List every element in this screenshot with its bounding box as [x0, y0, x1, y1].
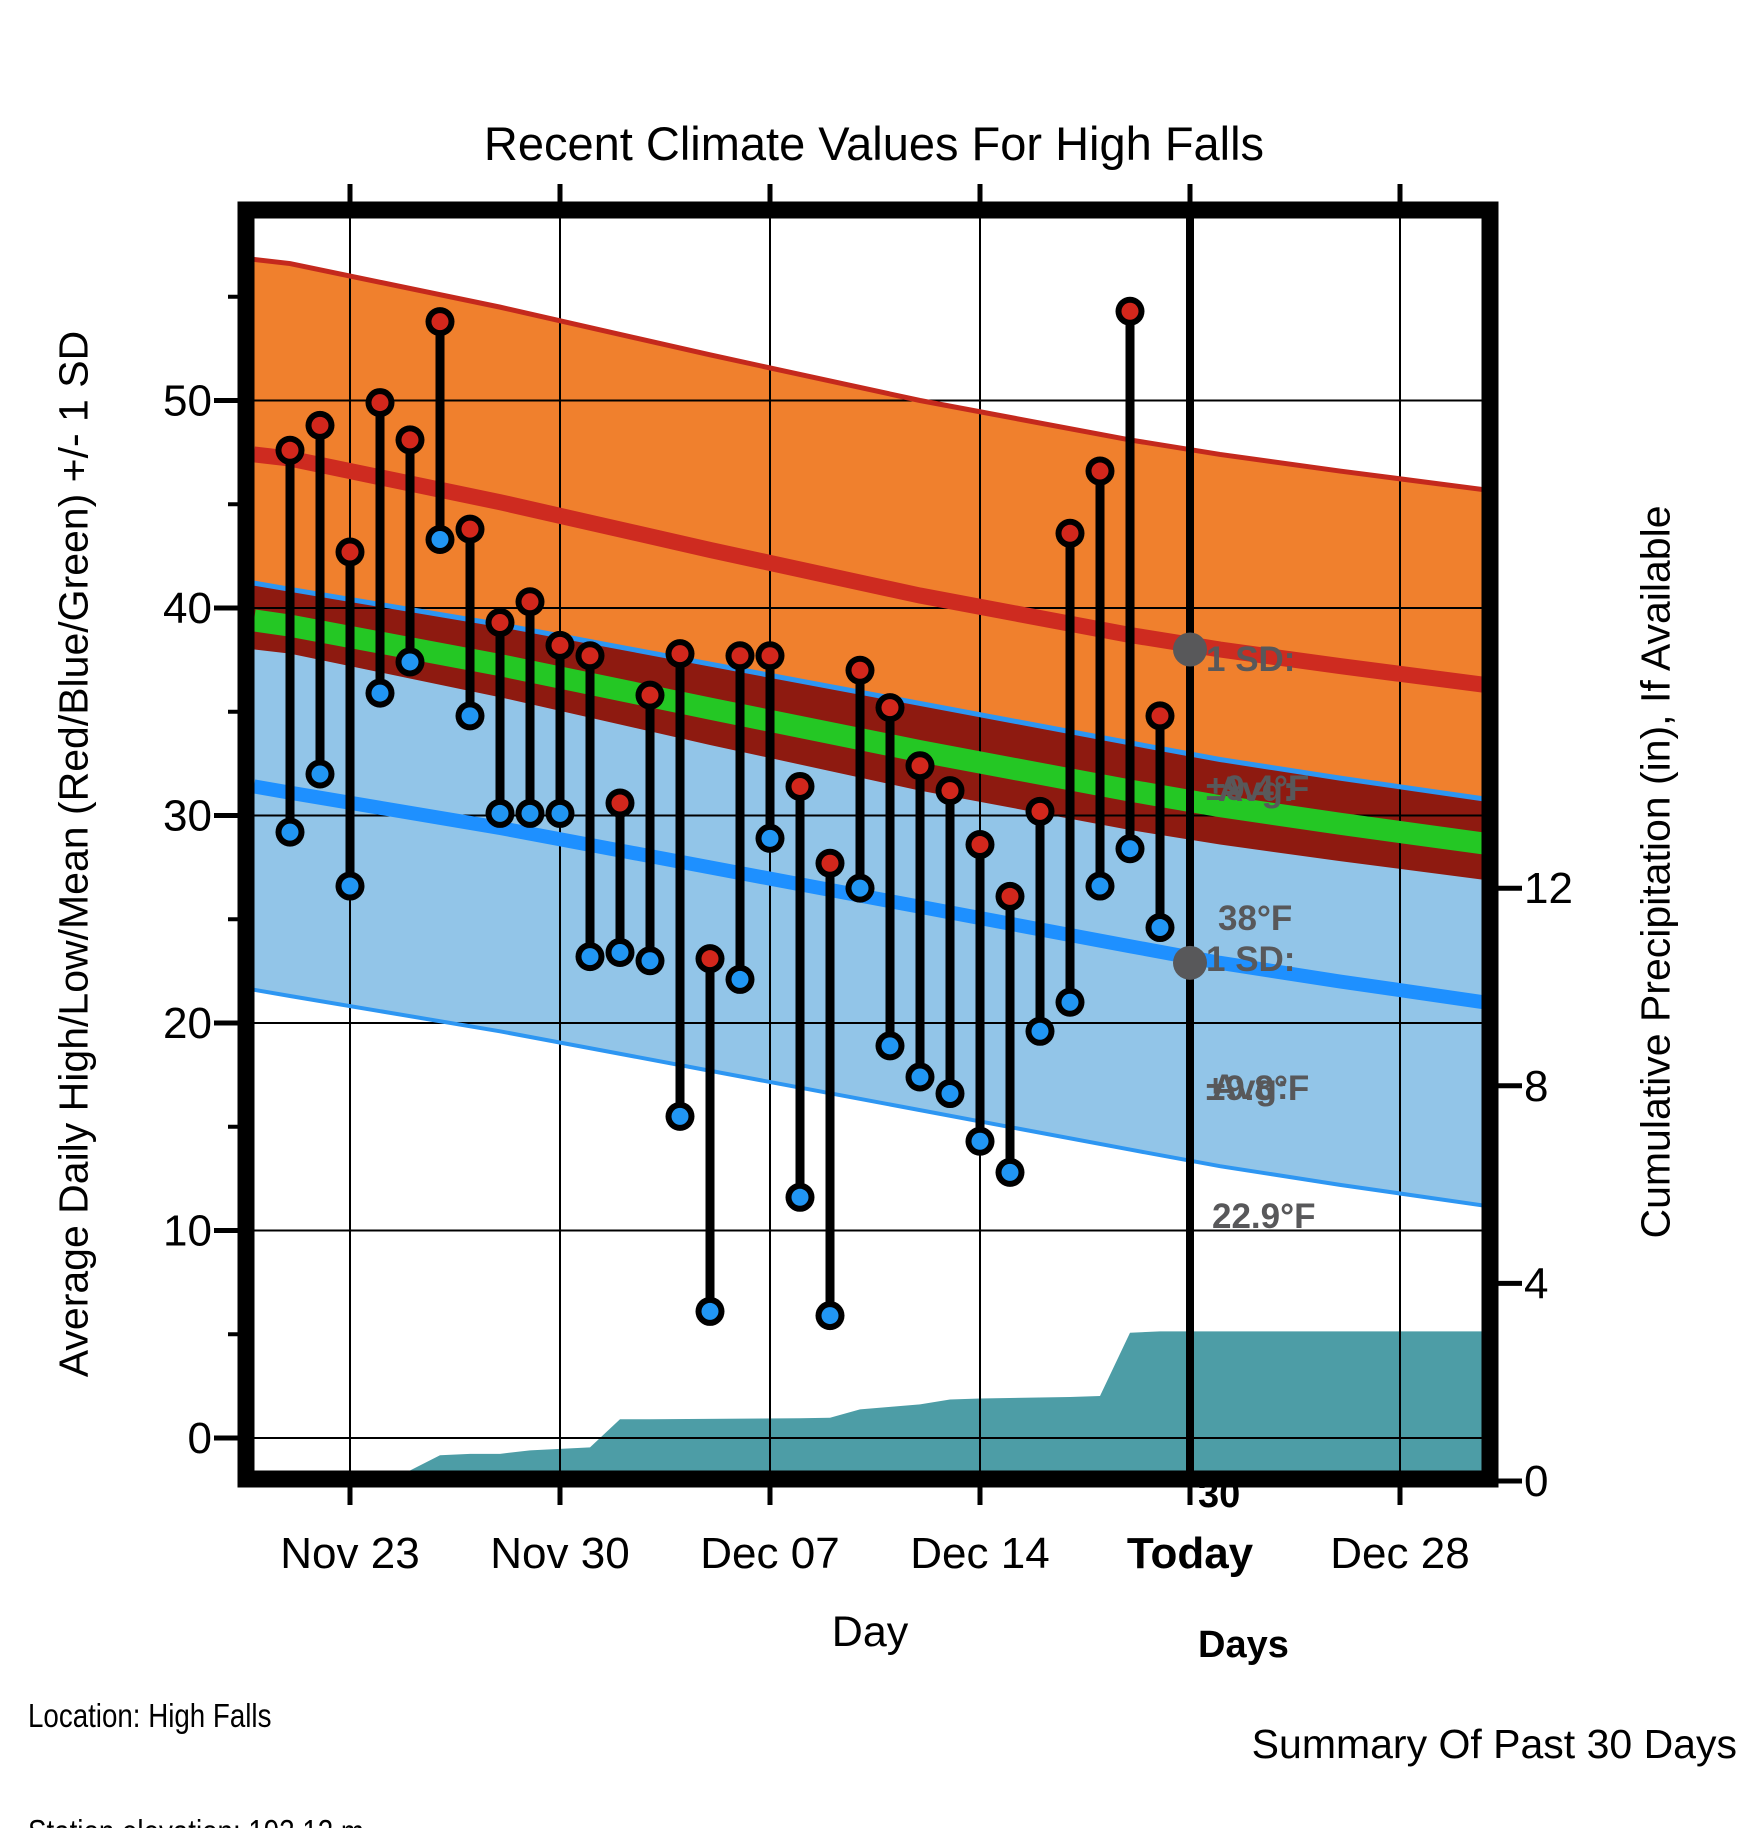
annotation-avg-low-line1: Avg: [1212, 1068, 1289, 1107]
right-axis-label: Cumulative Precipitation (in), If Availa… [1632, 505, 1679, 1239]
svg-text:20: 20 [163, 999, 212, 1048]
annotation-avg-low-line2: 22.9°F [1212, 1197, 1316, 1236]
annotation-30-days-line1: 30 [1198, 1474, 1241, 1516]
svg-text:0: 0 [1524, 1457, 1548, 1506]
annotation-30-days-line2: Days [1198, 1624, 1289, 1666]
annotation-sd-high: 1 SD: ±9.4°F [1206, 552, 1309, 896]
svg-text:Dec 07: Dec 07 [700, 1529, 839, 1578]
svg-text:Dec 28: Dec 28 [1330, 1529, 1469, 1578]
svg-text:10: 10 [163, 1207, 212, 1256]
annotation-sd-low-line2: ±9.8°F [1206, 1069, 1310, 1108]
annotation-avg-low: Avg: 22.9°F [1212, 980, 1316, 1324]
svg-text:30: 30 [163, 792, 212, 841]
annotation-30-days: 30 Days [1198, 1370, 1289, 1770]
svg-text:Dec 14: Dec 14 [910, 1529, 1049, 1578]
chart-title: Recent Climate Values For High Falls [483, 117, 1265, 170]
svg-text:4: 4 [1524, 1259, 1548, 1308]
annotation-avg-high-line1: Avg: [1218, 770, 1295, 809]
svg-text:40: 40 [163, 584, 212, 633]
station-elevation: Station elevation: 193.12 m [28, 1813, 638, 1828]
x-axis-label: Day [831, 1608, 909, 1656]
annotation-sd-high-line2: ±9.4°F [1206, 769, 1310, 808]
svg-text:50: 50 [163, 377, 212, 426]
station-info-block: Location: High Falls Station elevation: … [28, 1620, 638, 1828]
svg-text:8: 8 [1524, 1062, 1548, 1111]
svg-text:0: 0 [188, 1414, 212, 1463]
annotation-avg-high-line2: 38°F [1218, 899, 1293, 938]
summary-block: Summary Of Past 30 Days Warmest/Coldest:… [1061, 1622, 1737, 1828]
station-location: Location: High Falls [28, 1697, 272, 1734]
summary-title: Summary Of Past 30 Days [1251, 1721, 1737, 1767]
svg-text:Nov 23: Nov 23 [280, 1529, 419, 1578]
svg-text:12: 12 [1524, 864, 1573, 913]
annotation-avg-high: Avg: 38°F [1218, 682, 1294, 1026]
annotation-sd-high-line1: 1 SD: [1206, 640, 1296, 679]
svg-text:Today: Today [1127, 1529, 1254, 1578]
left-axis-label: Average Daily High/Low/Mean (Red/Blue/Gr… [50, 330, 97, 1378]
svg-text:Nov 30: Nov 30 [490, 1529, 629, 1578]
annotation-sd-low: 1 SD: ±9.8°F [1206, 852, 1309, 1196]
annotation-sd-low-line1: 1 SD: [1206, 940, 1296, 979]
